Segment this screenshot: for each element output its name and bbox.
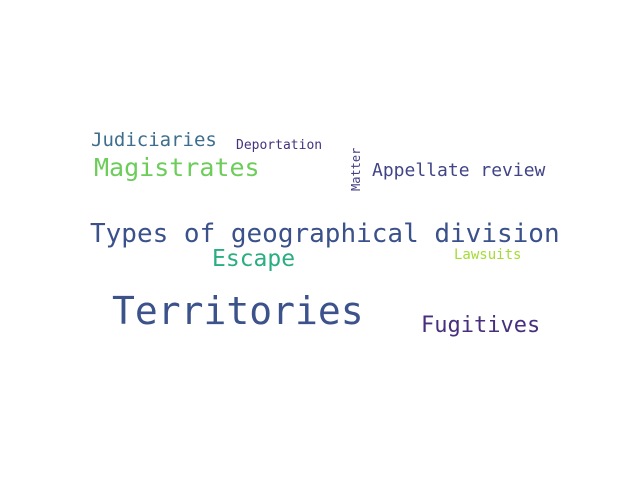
word-appellate-review: Appellate review <box>372 160 546 181</box>
word-matter: Matter <box>349 147 363 191</box>
word-magistrates: Magistrates <box>94 153 260 182</box>
word-lawsuits: Lawsuits <box>454 247 522 263</box>
word-escape: Escape <box>212 246 296 272</box>
word-deportation: Deportation <box>236 138 323 153</box>
word-types-of-geographical-division: Types of geographical division <box>90 219 560 249</box>
word-territories: Territories <box>112 289 364 333</box>
word-judiciaries: Judiciaries <box>91 129 217 151</box>
word-fugitives: Fugitives <box>421 313 541 338</box>
